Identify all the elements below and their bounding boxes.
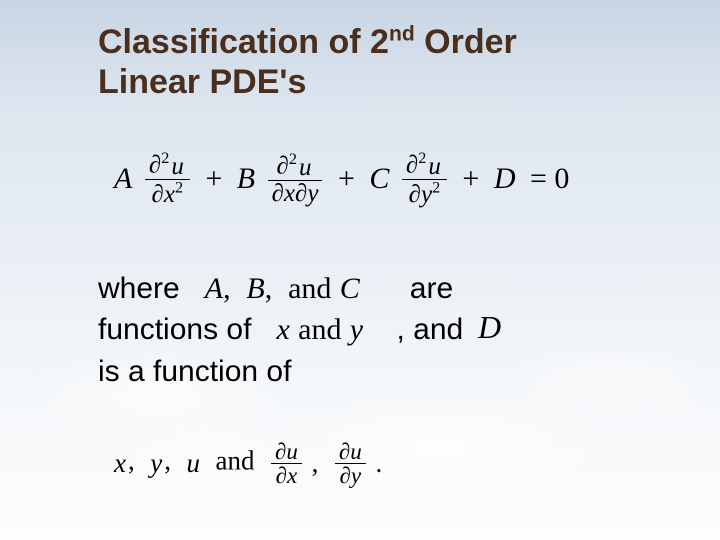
den-dy: ∂y bbox=[335, 464, 366, 487]
frac-du-dy: ∂u ∂y bbox=[335, 440, 366, 487]
and-math: and bbox=[288, 272, 331, 305]
frac-du-dx: ∂u ∂x bbox=[271, 440, 302, 487]
comma-and: , and bbox=[396, 313, 463, 346]
dx-text: ∂x bbox=[152, 181, 175, 208]
title-line-1a: Classification of 2 bbox=[98, 23, 389, 61]
u: u bbox=[299, 155, 312, 180]
dot: . bbox=[375, 448, 382, 478]
math-y: y bbox=[350, 313, 363, 346]
where: where bbox=[98, 272, 180, 305]
body-line-2: functions of x and y , and D bbox=[98, 309, 638, 350]
is-a-function-of: is a function of bbox=[98, 355, 291, 388]
comma: , bbox=[128, 446, 135, 476]
title-superscript: nd bbox=[389, 23, 415, 46]
v-y: y bbox=[150, 448, 162, 479]
title-line-1b: Order bbox=[415, 23, 517, 61]
mathA: A bbox=[205, 272, 223, 305]
body-text: where A, B, and C are functions of x and… bbox=[98, 268, 638, 392]
u: u bbox=[171, 154, 184, 179]
comma: , bbox=[265, 272, 280, 305]
math-D: D bbox=[478, 305, 501, 349]
slide-title: Classification of 2nd Order Linear PDE's bbox=[98, 22, 638, 102]
coef-d: D bbox=[494, 162, 516, 196]
and: and bbox=[215, 446, 254, 476]
mathC: C bbox=[340, 272, 360, 305]
equals-zero: = 0 bbox=[530, 162, 569, 196]
title-line-2: Linear PDE's bbox=[98, 63, 306, 101]
den-dxdy: ∂x∂y bbox=[268, 181, 323, 206]
comma: , bbox=[312, 448, 319, 478]
mathB: B bbox=[246, 272, 264, 305]
comma: , bbox=[164, 446, 171, 476]
partial: ∂ bbox=[277, 153, 289, 180]
den-dy: ∂y2 bbox=[409, 181, 441, 208]
den-dx: ∂x bbox=[271, 464, 302, 487]
num-du: ∂u bbox=[335, 440, 366, 464]
sq: 2 bbox=[432, 179, 440, 197]
pde-equation: A ∂2u ∂x2 + B ∂2u ∂x∂y + C ∂2u ∂y2 + D =… bbox=[112, 150, 632, 207]
frac-d2u-dxdy: ∂2u ∂x∂y bbox=[268, 151, 323, 206]
v-u: u bbox=[186, 448, 200, 479]
coef-c: C bbox=[369, 162, 389, 196]
u: u bbox=[428, 154, 441, 179]
slide: Classification of 2nd Order Linear PDE's… bbox=[0, 0, 720, 540]
math-x: x bbox=[276, 313, 289, 346]
functions-of: functions of bbox=[98, 313, 251, 346]
sq: 2 bbox=[418, 149, 426, 167]
num-du: ∂u bbox=[271, 440, 302, 464]
sq: 2 bbox=[289, 150, 297, 168]
and-xy: and bbox=[298, 313, 341, 346]
comma: , bbox=[223, 272, 238, 305]
sq: 2 bbox=[175, 179, 183, 197]
plus: + bbox=[338, 162, 355, 196]
den-dx: ∂x2 bbox=[152, 181, 184, 208]
frac-d2u-dy2: ∂2u ∂y2 bbox=[402, 150, 447, 207]
v-x: x bbox=[114, 448, 126, 479]
sq: 2 bbox=[161, 149, 169, 167]
body-line-3: is a function of bbox=[98, 351, 638, 392]
vars-equation: x, y, u and ∂u ∂x , ∂u ∂y . bbox=[112, 440, 632, 487]
coef-a: A bbox=[114, 162, 132, 196]
body-line-1: where A, B, and C are bbox=[98, 268, 638, 309]
are: are bbox=[410, 272, 453, 305]
frac-d2u-dx2: ∂2u ∂x2 bbox=[145, 150, 190, 207]
plus: + bbox=[205, 162, 222, 196]
partial: ∂ bbox=[406, 151, 418, 178]
dy-text: ∂y bbox=[409, 181, 432, 208]
partial: ∂ bbox=[149, 151, 161, 178]
plus: + bbox=[462, 162, 479, 196]
coef-b: B bbox=[237, 162, 255, 196]
